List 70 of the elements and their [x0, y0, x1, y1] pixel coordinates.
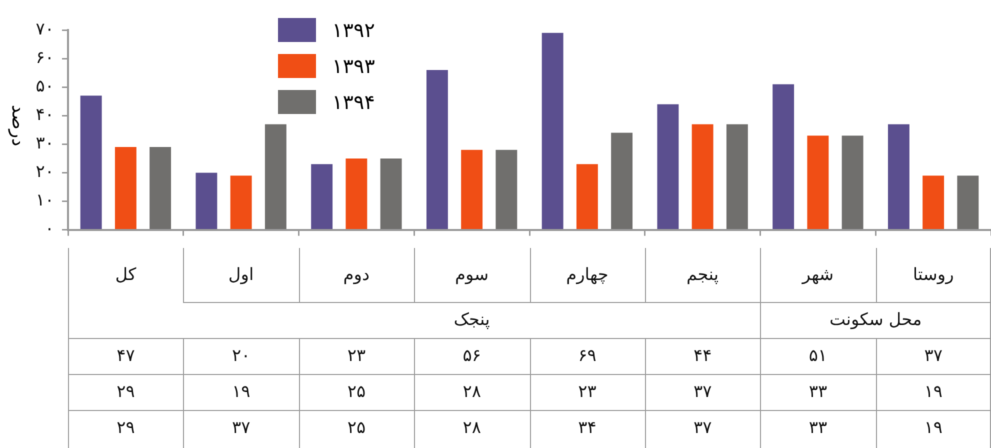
- y-tick-label: ۶۰: [36, 48, 54, 68]
- bar: [196, 172, 218, 230]
- y-tick-label: ۵۰: [36, 76, 54, 97]
- bar: [842, 136, 864, 230]
- data-label: ۲۵: [346, 417, 367, 440]
- y-tick-label: ۴۰: [36, 105, 54, 126]
- data-label: ۳۷: [692, 381, 713, 404]
- x-tick-label: سوم: [454, 264, 490, 287]
- data-label: ۳۴: [577, 417, 598, 440]
- data-label: ۱۹: [230, 381, 252, 404]
- y-tick-label: ۲۰: [36, 162, 54, 182]
- x-tick-label: اول: [227, 264, 255, 287]
- data-label: ۳۷: [692, 417, 713, 440]
- x-tick-label: پنجم: [685, 264, 720, 287]
- bar: [230, 176, 252, 230]
- bar: [114, 147, 136, 230]
- bar: [957, 176, 979, 230]
- text: محل سکونت: [828, 309, 923, 332]
- data-label: ۱۹: [923, 381, 944, 404]
- bar: [807, 136, 829, 230]
- x-tick-label: کل: [114, 264, 138, 287]
- y-axis-title: درصد: [8, 104, 28, 148]
- bar: [380, 158, 402, 230]
- data-label: ۱۹: [923, 417, 944, 440]
- text: پنجک: [452, 309, 491, 332]
- data-label: ۲۳: [577, 381, 598, 404]
- data-label: ۲۸: [462, 417, 482, 440]
- data-label: ۲۹: [116, 381, 136, 404]
- x-tick-label: روستا: [912, 264, 955, 287]
- y-tick-label: ۰: [44, 219, 54, 240]
- bar: [426, 70, 448, 230]
- x-tick-label: چهارم: [565, 264, 610, 287]
- legend-label: ۱۳۹۴: [332, 90, 375, 114]
- bar: [657, 104, 679, 230]
- bar: [542, 32, 564, 230]
- y-tick-label: ۳۰: [36, 134, 54, 154]
- bar: [922, 176, 944, 230]
- bar: [346, 158, 368, 230]
- bar: [461, 150, 483, 230]
- data-label: ۴۴: [692, 345, 713, 368]
- x-tick-label: شهر: [800, 264, 835, 287]
- bar: [150, 147, 172, 230]
- data-label: ۲۳: [346, 345, 367, 368]
- bar: [772, 84, 794, 230]
- data-label: ۵۱: [808, 345, 828, 368]
- bar: [496, 150, 518, 230]
- data-label: ۲۵: [346, 381, 367, 404]
- data-label: ۳۷: [230, 417, 252, 440]
- data-label: ۳۳: [808, 417, 828, 440]
- bar: [264, 124, 286, 230]
- bar: [311, 164, 333, 230]
- data-label: ۲۸: [462, 381, 482, 404]
- data-label: ۴۷: [116, 345, 136, 368]
- bar: [576, 164, 598, 230]
- y-tick-label: ۷۰: [36, 19, 54, 40]
- legend-label: ۱۳۹۲: [332, 18, 375, 42]
- data-label: ۶۹: [577, 345, 598, 368]
- bar: [888, 124, 910, 230]
- bar: [80, 96, 102, 230]
- data-label: ۵۶: [462, 345, 482, 368]
- x-tick-label: دوم: [342, 264, 371, 287]
- y-tick-label: ۱۰: [36, 190, 54, 211]
- bar: [726, 124, 748, 230]
- bar: [692, 124, 714, 230]
- data-label: ۲۹: [116, 417, 136, 440]
- bar: [611, 132, 633, 230]
- legend-label: ۱۳۹۳: [332, 54, 375, 78]
- data-label: ۳۳: [808, 381, 828, 404]
- data-label: ۳۷: [923, 345, 944, 368]
- data-label: ۲۰: [230, 345, 252, 368]
